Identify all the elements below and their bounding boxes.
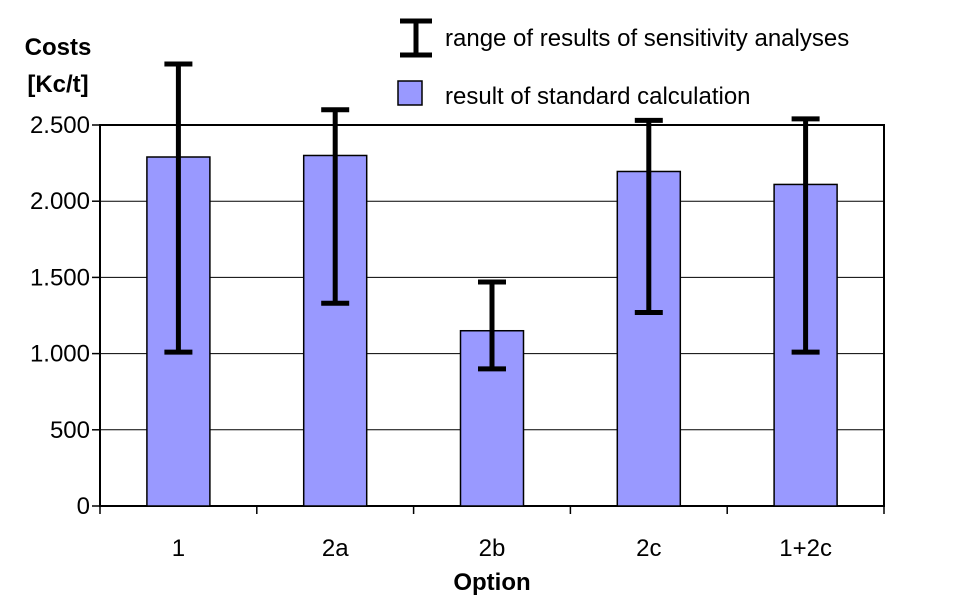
x-tick-label: 2a [322, 535, 349, 562]
y-tick-label: 2.000 [30, 188, 90, 215]
y-tick-label: 0 [77, 493, 90, 520]
legend-errorbar-icon [400, 18, 432, 58]
x-tick-label: 1 [172, 535, 185, 562]
x-tick-label: 2b [479, 535, 506, 562]
error-bars [164, 61, 820, 372]
y-axis-label-line1: Costs [25, 34, 92, 61]
legend-errorbar-label: range of results of sensitivity analyses [445, 25, 849, 52]
y-axis-label-line2: [Kc/t] [27, 71, 88, 98]
x-axis-ticks: 1 2a 2b 2c 1+2c [99, 506, 885, 562]
y-tick-label: 500 [50, 417, 90, 444]
x-axis-label: Option [453, 569, 530, 596]
x-tick-label: 1+2c [779, 535, 832, 562]
y-tick-label: 1.500 [30, 264, 90, 291]
y-axis-ticks: 0 500 1.000 1.500 2.000 2.500 [30, 112, 100, 520]
legend-bar-swatch [397, 80, 423, 106]
y-tick-label: 2.500 [30, 112, 90, 139]
x-tick-label: 2c [636, 535, 661, 562]
legend: range of results of sensitivity analyses… [397, 18, 849, 110]
legend-bar-label: result of standard calculation [445, 83, 751, 110]
y-tick-label: 1.000 [30, 341, 90, 368]
